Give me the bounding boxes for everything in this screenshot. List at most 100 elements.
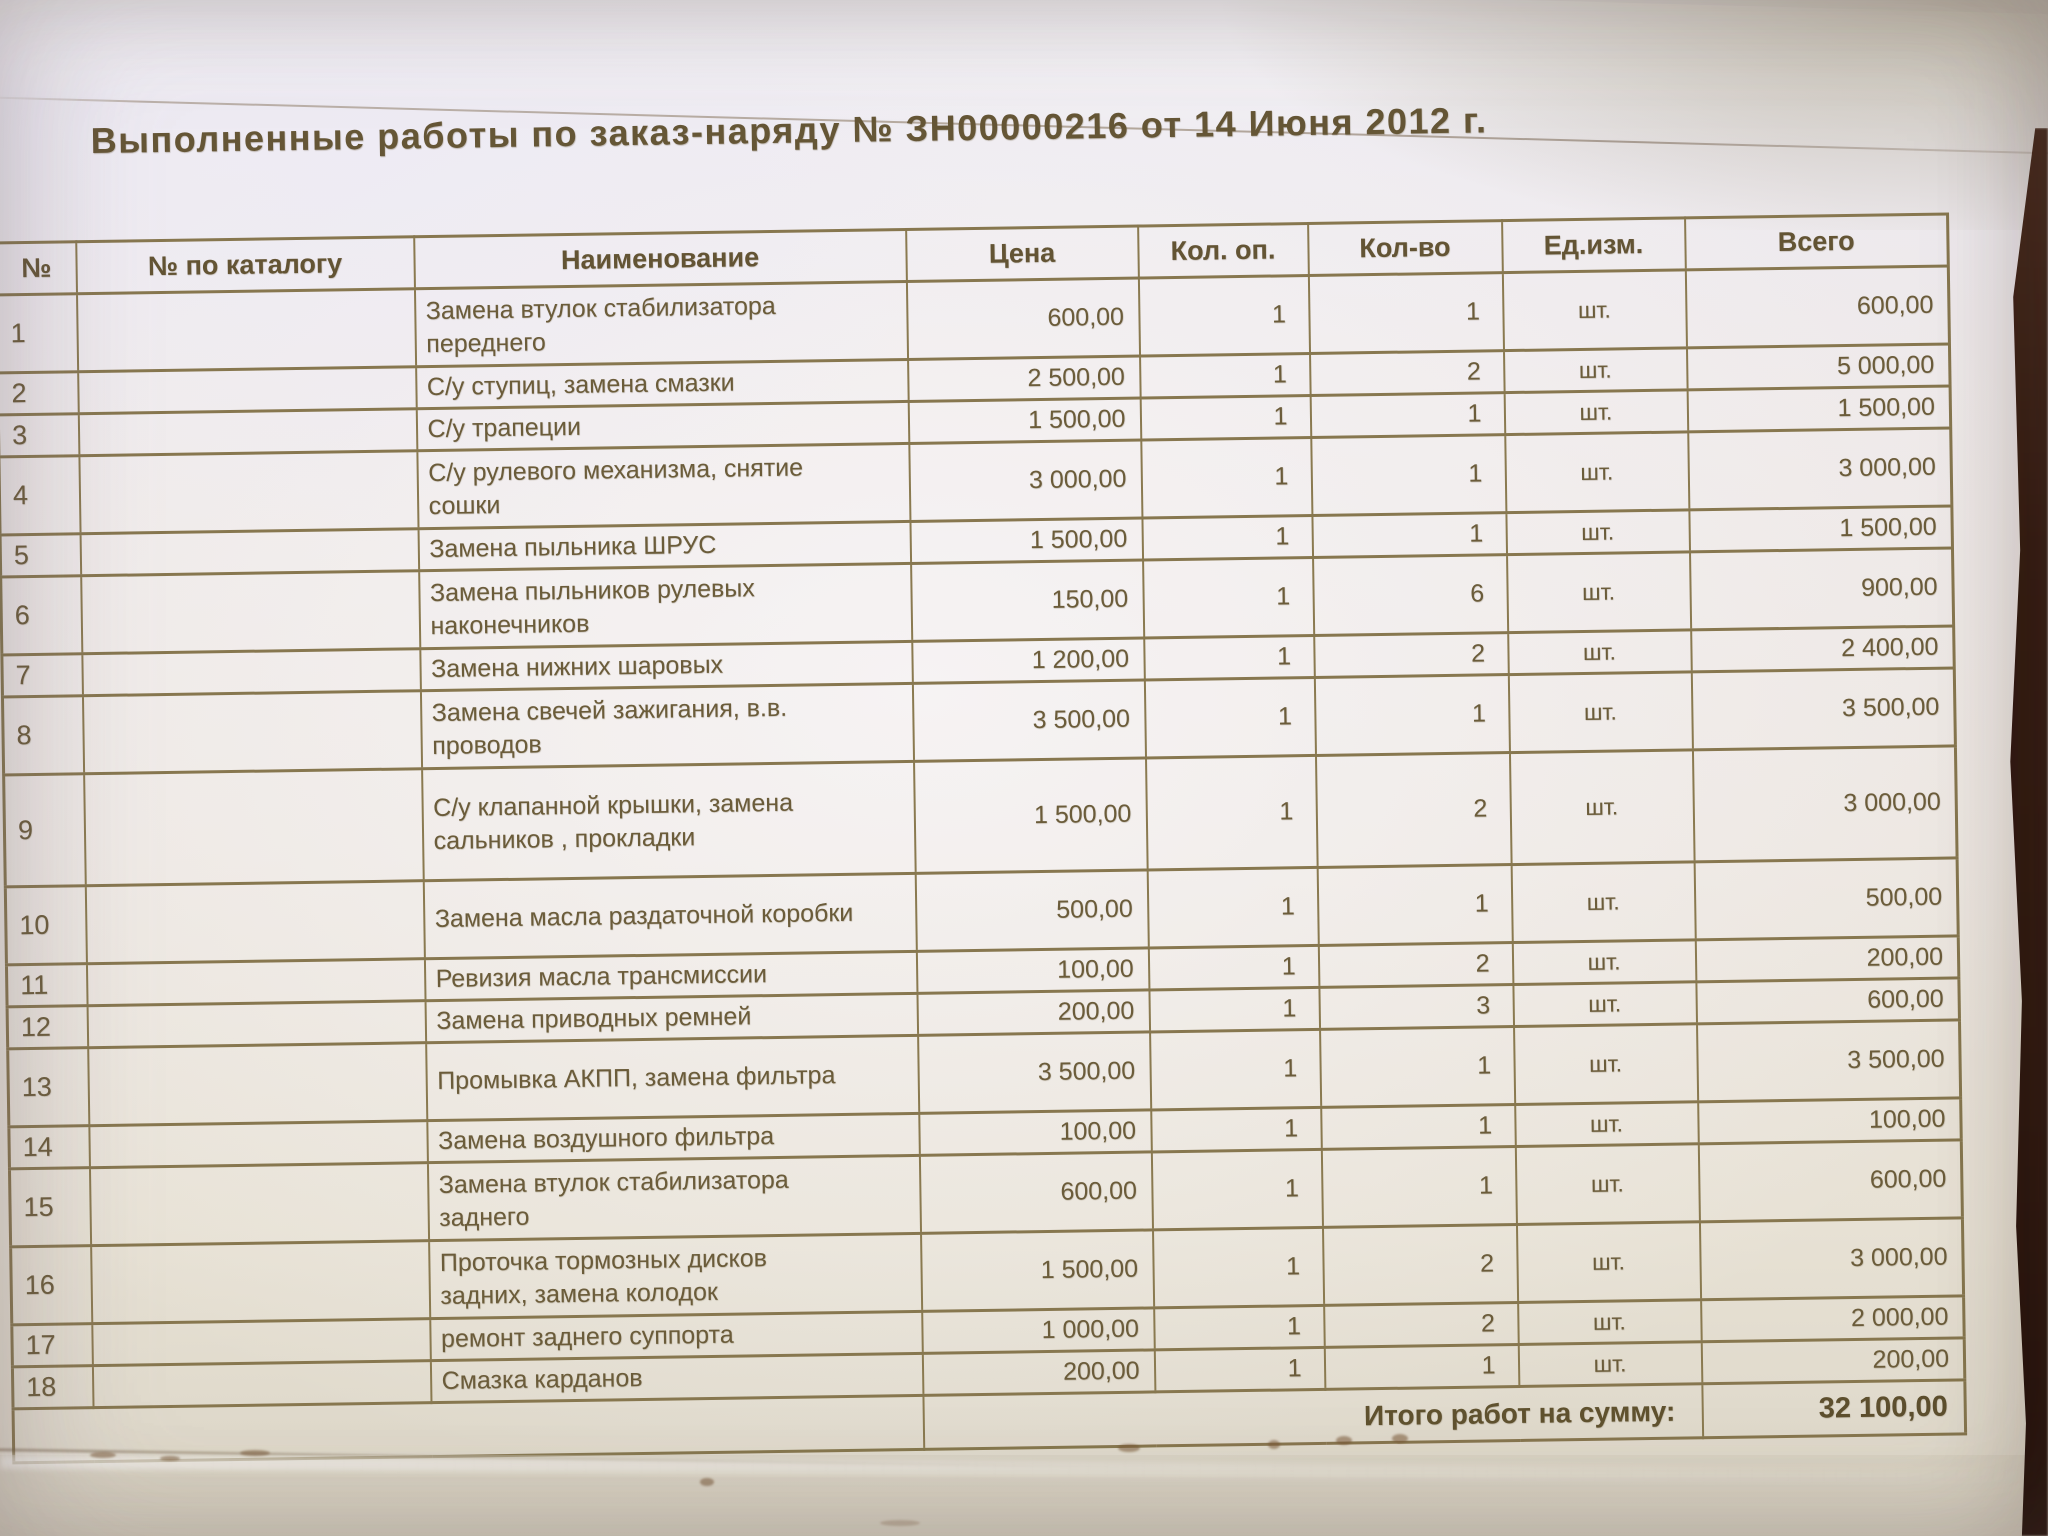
cell-total: 5 000,00 [1686, 344, 1951, 390]
cell-catalog [78, 450, 419, 534]
cell-qty: 3 [1318, 984, 1514, 1030]
cell-qty-op: 1 [1143, 635, 1315, 680]
ink-bleed-speck [1268, 1440, 1280, 1449]
cell-num: 18 [12, 1365, 94, 1409]
cell-qty-op: 1 [1139, 353, 1311, 399]
cell-price: 2 500,00 [907, 356, 1141, 402]
cell-catalog [83, 768, 424, 886]
cell-qty: 1 [1324, 1344, 1519, 1390]
cell-unit: шт. [1509, 749, 1695, 865]
cell-num: 1 [0, 293, 78, 373]
cell-qty-op: 1 [1148, 945, 1319, 990]
cell-num: 12 [7, 1005, 88, 1049]
ink-bleed-speck [700, 1478, 714, 1486]
cell-price: 600,00 [906, 278, 1140, 360]
cell-num: 11 [6, 963, 88, 1007]
cell-total: 500,00 [1694, 857, 1959, 940]
ink-bleed-speck [1336, 1436, 1352, 1445]
cell-catalog [91, 1318, 431, 1366]
cell-unit: шт. [1511, 861, 1696, 943]
cell-name: Замена воздушного фильтра [426, 1113, 920, 1163]
cell-qty: 1 [1308, 272, 1504, 354]
header-total: Всего [1684, 214, 1949, 270]
cell-qty: 1 [1310, 434, 1506, 516]
cell-unit: шт. [1503, 347, 1688, 393]
cell-qty: 1 [1320, 1104, 1516, 1150]
cell-name: С/у клапанной крышки, замена сальников ,… [421, 761, 916, 881]
cell-num: 7 [1, 653, 83, 697]
cell-total: 1 500,00 [1688, 505, 1953, 552]
cell-qty-op: 1 [1140, 395, 1311, 441]
cell-name: Ревизия масла трансмиссии [424, 951, 917, 1001]
cell-total: 600,00 [1695, 977, 1960, 1024]
cell-unit: шт. [1516, 1221, 1701, 1303]
cell-name: С/у рулевого механизма, снятие сошки [416, 443, 910, 529]
cell-unit: шт. [1512, 981, 1697, 1027]
cell-total: 900,00 [1689, 547, 1954, 630]
cell-catalog [87, 1000, 426, 1048]
header-name: Наименование [413, 229, 907, 289]
cell-qty: 1 [1311, 512, 1507, 558]
page-title: Выполненные работы по заказ-наряду № ЗН0… [90, 99, 1488, 162]
paper-shadow-corner [1098, 0, 2048, 230]
cell-num: 10 [5, 885, 87, 965]
cell-qty-op: 1 [1142, 557, 1314, 638]
cell-price: 600,00 [919, 1151, 1153, 1234]
cell-total: 2 000,00 [1700, 1295, 1965, 1342]
cell-name: ремонт заднего суппорта [429, 1311, 923, 1361]
cell-qty-op: 1 [1149, 1029, 1321, 1110]
cell-qty-op: 1 [1141, 515, 1313, 560]
cell-price: 200,00 [922, 1349, 1155, 1396]
cell-name: Замена нижних шаровых [419, 641, 913, 691]
cell-num: 3 [0, 413, 79, 457]
cell-qty: 2 [1318, 942, 1513, 988]
cell-total: 100,00 [1697, 1097, 1962, 1144]
cell-total: 3 000,00 [1692, 745, 1958, 862]
cell-unit: шт. [1502, 269, 1687, 351]
cell-qty-op: 1 [1144, 677, 1316, 758]
cell-qty: 2 [1309, 350, 1505, 396]
cell-num: 9 [3, 773, 86, 887]
cell-qty: 2 [1323, 1302, 1519, 1348]
cell-catalog [76, 288, 416, 372]
cell-qty-op: 1 [1138, 275, 1310, 357]
cell-catalog [80, 570, 420, 654]
cell-num: 8 [2, 695, 84, 775]
cell-unit: шт. [1517, 1299, 1702, 1345]
cell-unit: шт. [1504, 431, 1689, 513]
cell-catalog [86, 958, 426, 1006]
cell-num: 4 [0, 455, 81, 535]
cell-total: 1 500,00 [1687, 385, 1951, 432]
cell-total: 3 500,00 [1696, 1019, 1961, 1102]
cell-price: 1 000,00 [921, 1307, 1155, 1354]
cell-unit: шт. [1512, 939, 1696, 985]
cell-qty-op: 1 [1148, 987, 1320, 1032]
cell-price: 200,00 [916, 989, 1150, 1036]
cell-price: 1 200,00 [911, 637, 1145, 684]
cell-price: 1 500,00 [913, 757, 1148, 874]
ink-bleed-speck [90, 1452, 116, 1458]
cell-catalog [77, 366, 417, 414]
cell-catalog [82, 690, 422, 774]
cell-total: 3 500,00 [1691, 667, 1956, 750]
cell-price: 1 500,00 [920, 1229, 1154, 1312]
cell-catalog [92, 1360, 431, 1408]
total-amount: 32 100,00 [1701, 1379, 1966, 1438]
cell-unit: шт. [1507, 629, 1692, 675]
cell-total: 200,00 [1695, 935, 1959, 982]
cell-price: 150,00 [910, 559, 1144, 642]
cell-num: 14 [8, 1125, 90, 1169]
cell-qty: 1 [1314, 674, 1510, 756]
cell-total: 600,00 [1685, 266, 1950, 348]
cell-catalog [81, 648, 421, 696]
cell-price: 500,00 [915, 869, 1149, 952]
cell-name: С/у ступиц, замена смазки [415, 359, 909, 409]
cell-num: 15 [9, 1167, 91, 1247]
cell-qty: 2 [1322, 1224, 1518, 1306]
cell-name: С/у трапеции [416, 401, 909, 451]
cell-price: 100,00 [918, 1109, 1152, 1156]
cell-price: 3 500,00 [912, 679, 1146, 762]
cell-num: 13 [7, 1047, 89, 1127]
cell-catalog [80, 528, 419, 576]
